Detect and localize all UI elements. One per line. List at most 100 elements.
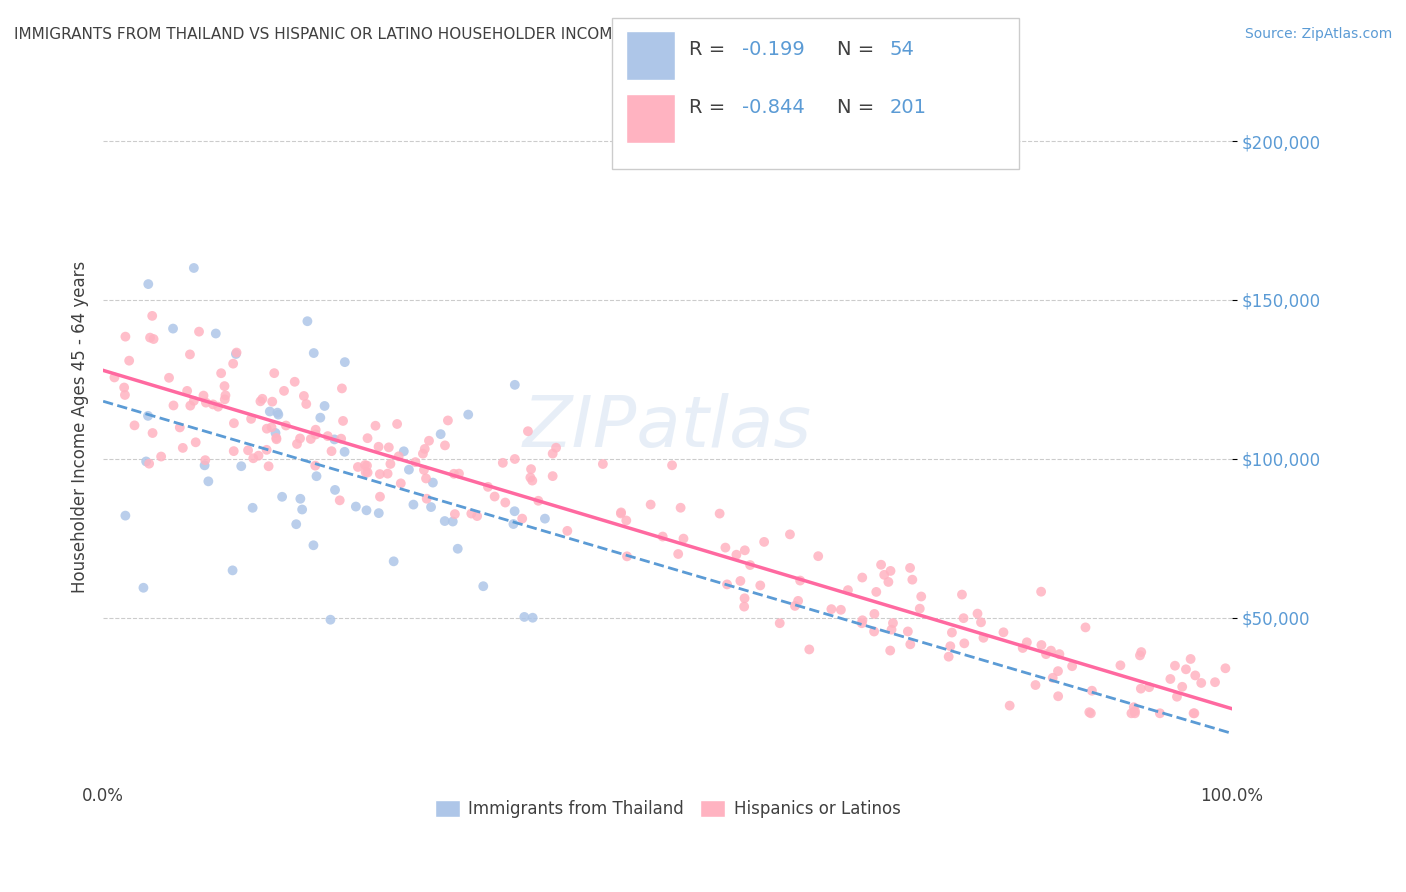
Text: ZIPatlas: ZIPatlas bbox=[523, 392, 813, 462]
Point bbox=[897, 624, 920, 639]
Point bbox=[415, 471, 437, 485]
Point bbox=[863, 624, 886, 639]
Point bbox=[194, 395, 217, 409]
Point bbox=[1046, 664, 1069, 678]
Point bbox=[998, 698, 1021, 713]
Point bbox=[413, 442, 436, 456]
Point bbox=[1123, 706, 1146, 721]
Point bbox=[124, 418, 146, 433]
Point bbox=[162, 321, 184, 335]
Point bbox=[214, 379, 236, 393]
Text: -0.844: -0.844 bbox=[742, 98, 806, 117]
Point bbox=[135, 454, 157, 468]
Point bbox=[444, 507, 467, 521]
Point bbox=[330, 381, 353, 395]
Point bbox=[651, 530, 673, 544]
Point bbox=[364, 418, 387, 433]
Point bbox=[492, 456, 515, 470]
Point bbox=[429, 427, 451, 442]
Point bbox=[285, 437, 308, 451]
Point bbox=[347, 460, 370, 475]
Y-axis label: Householder Income Ages 45 - 64 years: Householder Income Ages 45 - 64 years bbox=[72, 261, 89, 593]
Point bbox=[138, 457, 160, 471]
Point bbox=[385, 417, 408, 431]
Point bbox=[873, 567, 896, 582]
Point bbox=[257, 459, 280, 474]
Point bbox=[465, 509, 488, 524]
Point bbox=[672, 532, 695, 546]
Point bbox=[305, 469, 328, 483]
Point bbox=[1130, 645, 1153, 659]
Point bbox=[557, 524, 579, 538]
Point bbox=[204, 326, 226, 341]
Point bbox=[256, 442, 278, 457]
Point bbox=[1122, 700, 1144, 714]
Point bbox=[1182, 706, 1205, 721]
Point bbox=[333, 445, 356, 459]
Point bbox=[319, 613, 342, 627]
Point bbox=[273, 384, 295, 398]
Point bbox=[368, 490, 391, 504]
Point bbox=[1080, 706, 1102, 721]
Point bbox=[367, 440, 389, 454]
Point bbox=[209, 366, 232, 380]
Point bbox=[247, 449, 270, 463]
Point bbox=[402, 498, 425, 512]
Point bbox=[433, 514, 456, 528]
Point bbox=[333, 355, 356, 369]
Point bbox=[807, 549, 830, 564]
Point bbox=[263, 366, 285, 380]
Point bbox=[314, 399, 336, 413]
Point bbox=[114, 388, 136, 402]
Point bbox=[1129, 681, 1152, 696]
Point bbox=[877, 574, 900, 589]
Point bbox=[1204, 675, 1226, 690]
Point bbox=[344, 500, 367, 514]
Point bbox=[214, 392, 236, 407]
Point bbox=[266, 406, 288, 420]
Point bbox=[1159, 672, 1181, 686]
Point bbox=[669, 500, 692, 515]
Point bbox=[1189, 676, 1212, 690]
Point bbox=[484, 490, 506, 504]
Point bbox=[413, 463, 436, 477]
Point bbox=[412, 447, 434, 461]
Point bbox=[150, 450, 173, 464]
Point bbox=[179, 347, 201, 361]
Point bbox=[274, 418, 297, 433]
Point bbox=[202, 397, 225, 411]
Point bbox=[304, 423, 326, 437]
Point bbox=[908, 601, 931, 615]
Point bbox=[1040, 643, 1063, 657]
Point bbox=[779, 527, 801, 541]
Point bbox=[1182, 706, 1205, 721]
Point bbox=[380, 457, 402, 471]
Point bbox=[730, 574, 752, 588]
Point bbox=[898, 637, 921, 651]
Point bbox=[953, 636, 976, 650]
Point bbox=[142, 425, 165, 440]
Point bbox=[197, 475, 219, 489]
Point bbox=[354, 465, 377, 479]
Point bbox=[517, 424, 540, 438]
Point bbox=[1011, 640, 1033, 655]
Point bbox=[1123, 704, 1146, 718]
Point bbox=[740, 558, 762, 572]
Point bbox=[1109, 658, 1132, 673]
Point bbox=[240, 412, 263, 426]
Point bbox=[288, 431, 311, 445]
Point bbox=[457, 408, 479, 422]
Point bbox=[950, 588, 973, 602]
Point bbox=[309, 410, 332, 425]
Point bbox=[769, 616, 792, 631]
Text: IMMIGRANTS FROM THAILAND VS HISPANIC OR LATINO HOUSEHOLDER INCOME AGES 45 - 64 Y: IMMIGRANTS FROM THAILAND VS HISPANIC OR … bbox=[14, 27, 952, 42]
Point bbox=[415, 491, 437, 506]
Point bbox=[494, 495, 516, 509]
Point bbox=[323, 433, 346, 447]
Point bbox=[592, 457, 614, 471]
Point bbox=[546, 441, 568, 455]
Point bbox=[368, 467, 391, 481]
Point bbox=[292, 389, 315, 403]
Point bbox=[142, 332, 165, 346]
Point bbox=[321, 444, 343, 458]
